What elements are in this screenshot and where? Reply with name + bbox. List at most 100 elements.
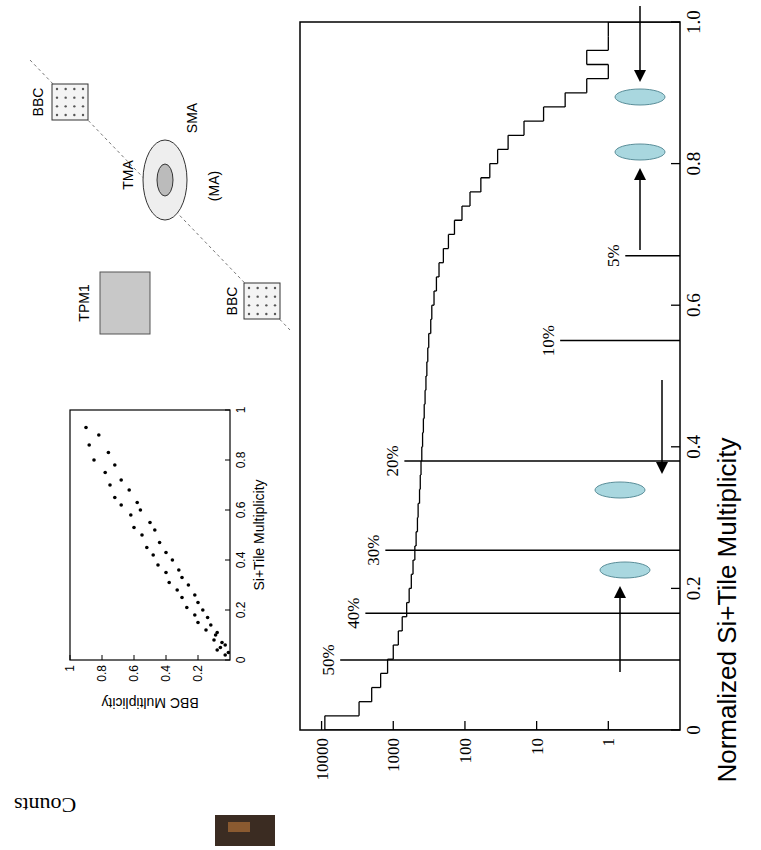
scatter-point (196, 621, 200, 625)
x-tick-label: 0 (683, 725, 704, 735)
y-tick-label: 10 (528, 738, 547, 755)
rotated-figure: 50%40%30%20%10%5%00.20.40.60.81.01101001… (14, 10, 742, 818)
y-tick-label: 1000 (384, 738, 403, 772)
histogram-bin (411, 574, 412, 588)
step-riser (608, 22, 680, 23)
y-tick-label: 100 (456, 738, 475, 764)
step-riser (565, 92, 587, 93)
x-tick (671, 729, 680, 730)
inset-x-tick-label: 0.6 (234, 501, 248, 518)
bbc-cell (82, 96, 84, 98)
inset-x-tick (225, 410, 230, 411)
step-riser (498, 149, 508, 150)
bbc-cell (256, 313, 258, 315)
inset-x-tick (225, 660, 230, 661)
scatter-point (193, 593, 197, 597)
inset-y-tick-label: 0.4 (159, 665, 173, 682)
x-tick (671, 163, 680, 164)
step-riser (587, 78, 609, 79)
scatter-point (140, 533, 144, 537)
inset-y-tick-label: 0.2 (191, 665, 205, 682)
step-riser (359, 701, 372, 702)
scatter-point (132, 526, 136, 530)
scatter-point (164, 571, 168, 575)
histogram-bin (424, 404, 425, 418)
step-riser (587, 64, 609, 65)
centrality-label: 40% (344, 598, 363, 629)
arrow-shaft (661, 380, 663, 464)
bbc-cell (82, 114, 84, 116)
histogram-bin (422, 433, 423, 447)
inset-y-tick-label: 0.8 (95, 665, 109, 682)
step-riser (439, 262, 443, 263)
bbc-cell (73, 114, 75, 116)
scatter-point (220, 641, 224, 645)
histogram-bin (414, 546, 415, 560)
scatter-point (153, 528, 157, 532)
x-tick (671, 446, 680, 447)
centrality-label: 20% (383, 445, 402, 476)
bbc-cell (248, 287, 250, 289)
centrality-label: 30% (364, 535, 383, 566)
x-axis-title: Normalized Si+Tile Multiplicity (712, 437, 742, 782)
tma-cylinder (143, 140, 187, 220)
bbc-cell (56, 88, 58, 90)
histogram-bin (507, 135, 508, 149)
x-tick-label: 0.8 (683, 152, 704, 176)
highlight-oval (595, 482, 645, 498)
background (0, 0, 761, 850)
centrality-line (365, 612, 680, 614)
histogram-bin (430, 319, 431, 333)
inset-x-title: Si+Tile Multiplicity (251, 479, 267, 590)
scatter-point (180, 596, 184, 600)
histogram-bin (419, 489, 420, 503)
scatter-point (135, 501, 139, 505)
histogram-bin (358, 702, 359, 716)
histogram-bin (543, 107, 544, 121)
y-tick (321, 721, 322, 730)
scatter-point (212, 638, 216, 642)
histogram-bin (324, 716, 325, 730)
step-riser (325, 715, 359, 716)
scatter-point (185, 606, 189, 610)
x-tick-label: 0.4 (683, 434, 704, 458)
bbc-cell (265, 295, 267, 297)
arrow-head (634, 70, 646, 82)
bbc-cell (248, 295, 250, 297)
histogram-bin (417, 518, 418, 532)
centrality-line (404, 460, 680, 462)
centrality-label: 50% (319, 644, 338, 675)
x-tick-label: 1.0 (683, 10, 704, 34)
scatter-point (227, 651, 230, 655)
centrality-line (340, 659, 680, 661)
y-tick (393, 721, 394, 730)
arrow-head (614, 586, 626, 598)
inset-points (84, 426, 230, 657)
histogram-bin (420, 461, 421, 475)
histogram-bin (608, 22, 609, 36)
histogram-bin (497, 149, 498, 163)
histogram-bin (393, 645, 394, 659)
highlights (595, 6, 668, 672)
histogram-bin (421, 447, 422, 461)
scatter-point (127, 488, 131, 492)
diagram-label: BBC (30, 88, 46, 117)
x-tick (671, 588, 680, 589)
photo-detail (228, 822, 250, 832)
y-tick (536, 721, 537, 730)
bbc-box (52, 84, 88, 120)
scatter-point (145, 546, 149, 550)
inset-frame (70, 410, 230, 660)
scatter-point (113, 463, 117, 467)
histogram-bin (433, 291, 434, 305)
bbc-cell (56, 96, 58, 98)
histogram-bin (409, 588, 410, 602)
bbc-cell (265, 313, 267, 315)
bbc-cell (73, 96, 75, 98)
histogram-bin (423, 418, 424, 432)
centrality-line (385, 549, 680, 551)
step-riser (325, 729, 680, 730)
arrow-head (656, 462, 668, 474)
histogram-bin (448, 234, 449, 248)
diagram-label: BBC (224, 287, 240, 316)
